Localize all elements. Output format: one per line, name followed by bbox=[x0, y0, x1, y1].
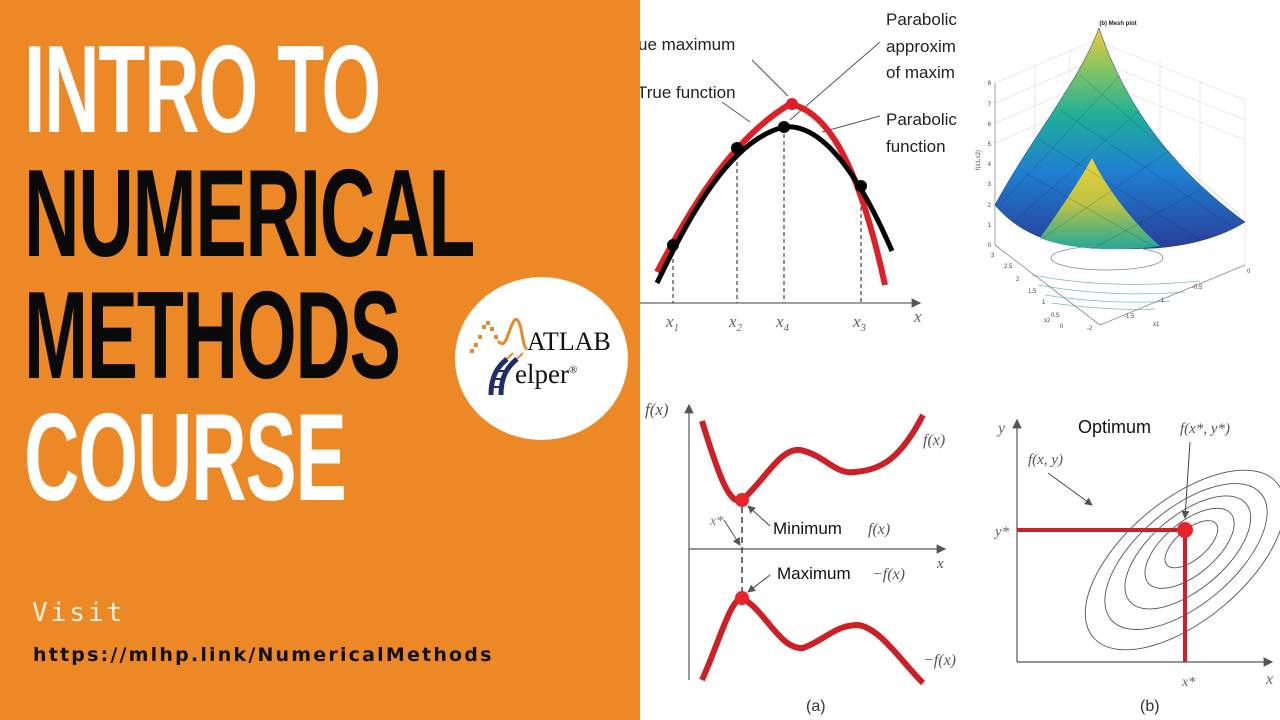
svg-text:6: 6 bbox=[988, 122, 992, 128]
parabolic-interpolation-figure: ue maximum True function Parabolic appro… bbox=[637, 10, 957, 334]
label-parabolic-function-2: function bbox=[886, 137, 946, 156]
right-panel: ue maximum True function Parabolic appro… bbox=[637, 0, 1280, 720]
axis-label-x: x bbox=[913, 307, 922, 326]
title-line-3: METHODS bbox=[24, 267, 401, 405]
label-xstar: x* bbox=[709, 514, 723, 529]
label-parabolic-approx-3: of maxim bbox=[886, 63, 955, 82]
mesh-plot-figure: (b) Mesh plot 0 1 2 3 4 5 6 7 8 f(x1,x2) bbox=[976, 21, 1251, 332]
figures-canvas: ue maximum True function Parabolic appro… bbox=[637, 10, 1280, 715]
svg-text:0: 0 bbox=[988, 243, 992, 249]
axis-label-x-a: x bbox=[936, 556, 944, 572]
axis-label-y: y bbox=[996, 420, 1006, 437]
svg-text:-1.5: -1.5 bbox=[1124, 314, 1135, 320]
label-fx-curve: f(x) bbox=[923, 432, 945, 449]
visit-label: Visit bbox=[32, 598, 126, 628]
svg-text:5: 5 bbox=[988, 142, 992, 148]
label-neg-fx-curve: −f(x) bbox=[923, 652, 956, 669]
svg-text:4: 4 bbox=[988, 162, 992, 168]
contour-optimum-figure: y x y* x* f(x, y) Optimum f(x*, y*) (b) bbox=[993, 417, 1280, 715]
label-optimum: Optimum bbox=[1078, 417, 1151, 437]
label-parabolic-approx-1: Parabolic bbox=[886, 10, 957, 29]
label-true-function: True function bbox=[640, 83, 736, 102]
title-line-1: INTRO TO bbox=[24, 21, 381, 159]
tick-x4: x4 bbox=[775, 312, 790, 334]
svg-text:-0.5: -0.5 bbox=[1192, 285, 1203, 291]
tick-x2: x2 bbox=[728, 312, 743, 334]
min-max-figure: f(x) f(x) x* Minimum f(x) x Maximum −f(x… bbox=[645, 400, 956, 715]
svg-text:3: 3 bbox=[991, 253, 995, 259]
svg-text:0.5: 0.5 bbox=[1051, 313, 1060, 319]
caption-a: (a) bbox=[806, 698, 826, 715]
left-panel: INTRO TO NUMERICAL METHODS COURSE ATLAB … bbox=[0, 0, 640, 720]
svg-text:1: 1 bbox=[1042, 300, 1046, 306]
svg-text:2: 2 bbox=[1016, 277, 1020, 283]
svg-text:0: 0 bbox=[1060, 324, 1064, 330]
title-line-4: COURSE bbox=[24, 389, 347, 527]
course-url-link[interactable]: https://mlhp.link/NumericalMethods bbox=[33, 644, 494, 666]
tick-x3: x3 bbox=[852, 312, 867, 334]
svg-text:1.5: 1.5 bbox=[1028, 289, 1037, 295]
label-optimum-fx: f(x*, y*) bbox=[1180, 421, 1230, 437]
label-minimum-fx: f(x) bbox=[868, 521, 890, 538]
svg-text:-1: -1 bbox=[1159, 298, 1165, 304]
svg-text:2: 2 bbox=[988, 203, 992, 209]
label-parabolic-function-1: Parabolic bbox=[886, 110, 957, 129]
label-xstar-b: x* bbox=[1181, 675, 1195, 690]
svg-text:0: 0 bbox=[1247, 269, 1251, 275]
logo-wave-icon bbox=[470, 317, 528, 396]
svg-text:7: 7 bbox=[988, 102, 992, 108]
svg-text:-2: -2 bbox=[1087, 326, 1093, 332]
mesh-x2-label: x2 bbox=[1044, 318, 1051, 324]
axis-label-x-b: x bbox=[1265, 671, 1273, 688]
mesh-z-label: f(x1,x2) bbox=[976, 150, 982, 170]
label-fxy: f(x, y) bbox=[1028, 452, 1063, 468]
svg-text:3: 3 bbox=[988, 182, 992, 188]
label-true-maximum: ue maximum bbox=[640, 35, 735, 54]
label-ystar: y* bbox=[993, 524, 1010, 540]
mesh-title: (b) Mesh plot bbox=[1099, 21, 1136, 27]
logo-matlab-text: ATLAB bbox=[527, 327, 611, 356]
mesh-x1-label: x1 bbox=[1153, 322, 1160, 328]
matlab-helper-logo: ATLAB elper® bbox=[455, 277, 628, 440]
label-parabolic-approx-2: approxim bbox=[886, 37, 956, 56]
label-minimum: Minimum bbox=[773, 519, 842, 538]
svg-text:1: 1 bbox=[988, 223, 992, 229]
caption-b: (b) bbox=[1140, 698, 1160, 715]
axis-label-fx: f(x) bbox=[645, 400, 669, 419]
logo-helper-text: elper® bbox=[515, 359, 578, 389]
title-line-2: NUMERICAL bbox=[24, 145, 475, 283]
tick-x1: x1 bbox=[665, 312, 679, 334]
svg-text:8: 8 bbox=[988, 81, 992, 87]
label-maximum: Maximum bbox=[777, 564, 851, 583]
label-maximum-fx: −f(x) bbox=[872, 566, 905, 583]
svg-text:2.5: 2.5 bbox=[1004, 264, 1013, 270]
